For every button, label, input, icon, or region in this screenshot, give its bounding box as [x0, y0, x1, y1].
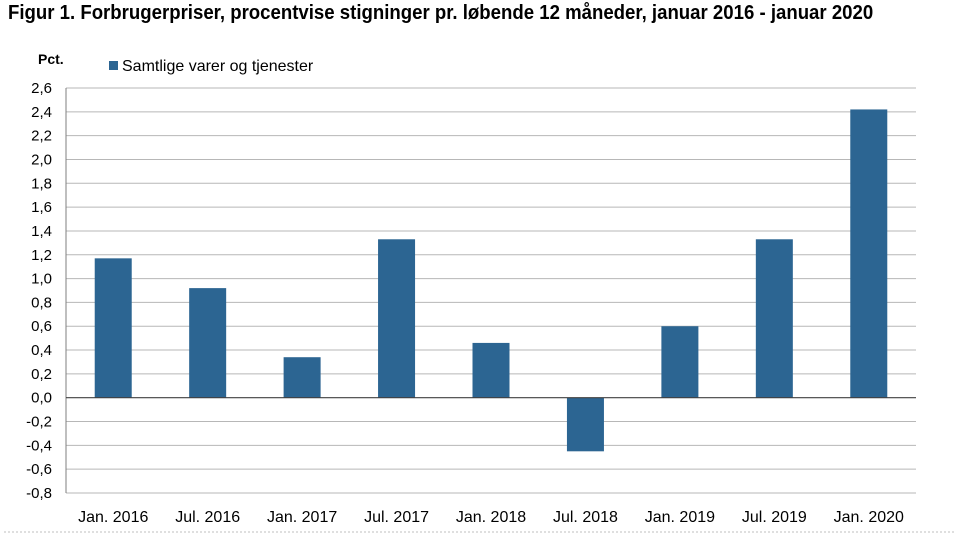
x-tick-label: Jul. 2016 — [175, 509, 240, 526]
y-tick-label: 0,8 — [31, 294, 52, 311]
y-tick-label: -0,8 — [26, 485, 52, 502]
x-tick-label: Jul. 2017 — [364, 509, 429, 526]
y-tick-label: 0,0 — [31, 390, 52, 407]
x-tick-label: Jul. 2018 — [553, 509, 618, 526]
y-tick-label: 2,2 — [31, 128, 52, 145]
x-tick-label: Jul. 2019 — [742, 509, 807, 526]
bar-8 — [755, 239, 793, 398]
legend: Samtlige varer og tjenester — [109, 58, 314, 75]
y-tick-label: 1,8 — [31, 175, 52, 192]
bars — [94, 109, 888, 452]
chart-title: Figur 1. Forbrugerpriser, procentvise st… — [8, 2, 874, 24]
bar-9 — [850, 109, 888, 398]
x-tick-label: Jan. 2018 — [456, 509, 526, 526]
legend-swatch — [109, 61, 118, 70]
x-tick-label: Jan. 2019 — [645, 509, 715, 526]
y-tick-label: -0,4 — [26, 437, 52, 454]
y-tick-label: 2,6 — [31, 80, 52, 97]
x-tick-label: Jan. 2020 — [834, 509, 904, 526]
y-tick-label: -0,2 — [26, 414, 52, 431]
bar-3 — [283, 357, 321, 398]
y-tick-label: 1,6 — [31, 199, 52, 216]
x-tick-labels: Jan. 2016 Jul. 2016 Jan. 2017 Jul. 2017 Jan.… — [78, 509, 904, 526]
y-tick-label: 2,4 — [31, 104, 52, 121]
legend-label: Samtlige varer og tjenester — [122, 58, 314, 75]
bar-1 — [94, 258, 132, 398]
bar-2 — [189, 288, 227, 398]
bar-4 — [378, 239, 416, 398]
y-tick-label: 0,2 — [31, 366, 52, 383]
bar-7 — [661, 326, 699, 398]
y-axis-label: Pct. — [38, 51, 64, 67]
y-tick-label: 0,4 — [31, 342, 52, 359]
y-tick-labels: 2,6 2,4 2,2 2,0 1,8 1,6 1,4 1,2 1,0 0,8 0,6 0,4 0,2 0… — [26, 80, 52, 502]
y-tick-label: 1,0 — [31, 271, 52, 288]
y-tick-label: -0,6 — [26, 461, 52, 478]
bar-6 — [566, 397, 604, 452]
x-tick-label: Jan. 2017 — [267, 509, 337, 526]
y-tick-label: 2,0 — [31, 151, 52, 168]
y-tick-label: 1,2 — [31, 247, 52, 264]
y-tick-label: 0,6 — [31, 318, 52, 335]
y-tick-label: 1,4 — [31, 223, 52, 240]
bar-5 — [472, 342, 510, 398]
x-tick-label: Jan. 2016 — [78, 509, 148, 526]
